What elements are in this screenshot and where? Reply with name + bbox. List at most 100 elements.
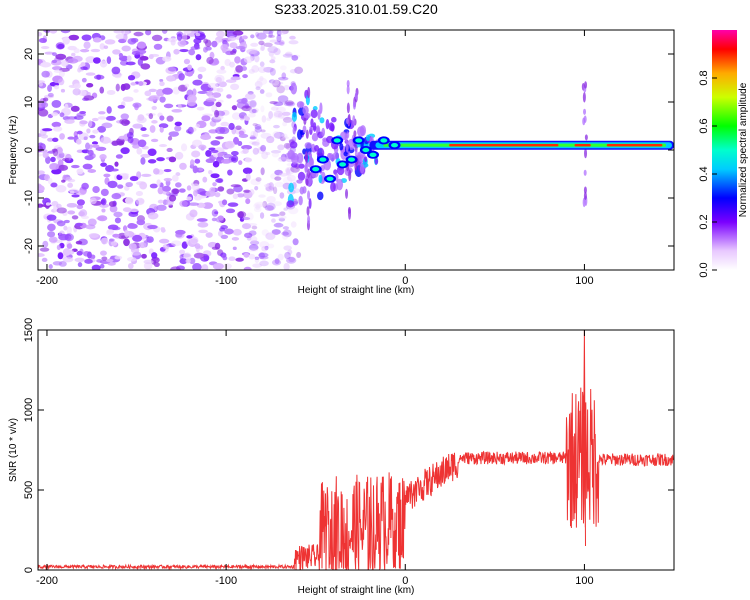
noise-blob [224, 30, 234, 34]
noise-blob [282, 229, 292, 238]
noise-blob [244, 92, 256, 100]
noise-blob [118, 135, 127, 140]
transition-blob [331, 116, 337, 123]
streak-blob [584, 134, 588, 141]
noise-blob [128, 243, 137, 250]
noise-blob [218, 81, 227, 88]
noise-blob [42, 151, 49, 159]
noise-blob [38, 203, 44, 208]
noise-blob [205, 232, 213, 238]
noise-blob [114, 217, 122, 224]
streak-blob [582, 117, 586, 126]
noise-blob [201, 264, 209, 270]
spectrogram-xtick-label: 0 [402, 275, 408, 287]
noise-blob [175, 182, 182, 188]
noise-blob [277, 157, 289, 162]
noise-blob [57, 43, 65, 49]
noise-blob [38, 170, 45, 175]
noise-blob [226, 188, 235, 195]
noise-blob [242, 148, 249, 154]
noise-blob [259, 89, 265, 94]
noise-blob [171, 108, 183, 113]
noise-blob [232, 228, 242, 236]
noise-blob [284, 166, 295, 175]
noise-blob [197, 73, 203, 80]
noise-blob [41, 257, 48, 263]
noise-blob [172, 188, 180, 195]
transition-blob [314, 145, 320, 152]
noise-blob [177, 40, 187, 47]
streak-blob [345, 117, 349, 124]
noise-blob [255, 177, 262, 182]
noise-blob [243, 115, 249, 121]
noise-blob [76, 168, 84, 175]
noise-blob [290, 54, 301, 58]
noise-blob [50, 182, 58, 188]
noise-blob [290, 221, 297, 228]
noise-blob [269, 67, 276, 76]
transition-blob [302, 105, 309, 115]
noise-blob [66, 243, 73, 249]
noise-blob [172, 86, 180, 95]
noise-blob [261, 151, 269, 160]
noise-blob [260, 105, 265, 113]
noise-blob [145, 30, 152, 36]
streak-blob [305, 178, 309, 186]
noise-blob [252, 130, 259, 138]
noise-blob [211, 40, 218, 48]
noise-blob [103, 45, 109, 50]
noise-blob [53, 84, 60, 90]
noise-blob [88, 120, 93, 128]
noise-blob [153, 43, 163, 50]
noise-blob [166, 115, 174, 122]
noise-blob [241, 223, 252, 230]
signal-core [449, 144, 559, 147]
noise-blob [203, 38, 209, 44]
noise-blob [243, 252, 250, 258]
noise-blob [271, 259, 282, 266]
noise-blob [266, 117, 271, 121]
noise-blob [249, 99, 257, 108]
noise-blob [112, 49, 121, 55]
noise-blob [114, 74, 122, 79]
noise-blob [214, 242, 221, 250]
noise-blob [179, 162, 187, 170]
noise-blob [91, 264, 101, 270]
noise-blob [141, 253, 147, 259]
noise-blob [168, 194, 177, 202]
noise-blob [265, 151, 271, 156]
noise-blob [192, 165, 198, 174]
noise-blob [186, 185, 192, 191]
noise-blob [197, 221, 209, 228]
noise-blob [179, 258, 188, 265]
noise-blob [258, 194, 266, 198]
noise-blob [189, 257, 196, 265]
noise-blob [218, 230, 223, 237]
noise-blob [259, 212, 265, 219]
transition-blob [297, 129, 303, 140]
noise-blob [77, 262, 83, 268]
streak-blob [352, 100, 356, 110]
noise-blob [157, 199, 164, 204]
noise-blob [146, 236, 154, 243]
noise-blob [275, 221, 282, 229]
noise-blob [269, 100, 278, 105]
noise-blob [222, 263, 232, 270]
signal-core [606, 144, 663, 147]
noise-blob [60, 88, 66, 93]
noise-blob [203, 46, 208, 53]
noise-blob [132, 144, 140, 149]
noise-blob [100, 250, 107, 256]
noise-blob [171, 174, 179, 182]
noise-blob [81, 34, 92, 41]
noise-blob [259, 61, 265, 67]
noise-blob [42, 128, 53, 132]
noise-blob [274, 181, 285, 188]
noise-blob [83, 41, 91, 50]
transition-blob [329, 123, 335, 131]
noise-blob [114, 255, 123, 260]
transition-blob [304, 142, 313, 149]
noise-blob [161, 30, 168, 34]
noise-blob [267, 243, 275, 249]
noise-blob [212, 160, 220, 168]
